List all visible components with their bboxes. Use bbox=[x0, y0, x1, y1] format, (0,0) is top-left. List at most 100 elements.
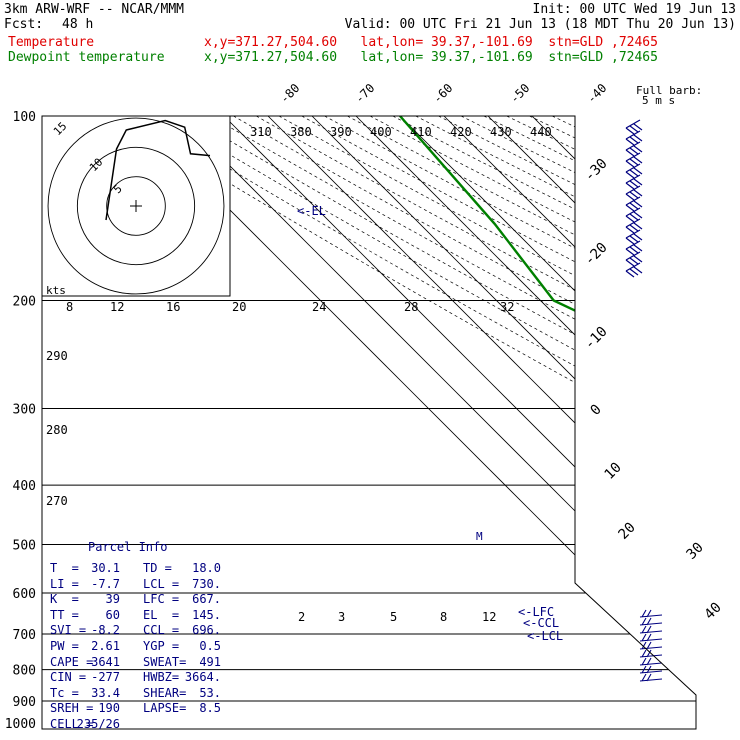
hodograph-ring-10 bbox=[76, 146, 196, 266]
el-marker: <-EL bbox=[297, 204, 326, 218]
wind-barb bbox=[625, 163, 643, 179]
pressure-label-800: 800 bbox=[13, 664, 36, 679]
isotherm-label-right-3: 0 bbox=[588, 402, 605, 419]
dewpoint-location: x,y=371.27,504.60 lat,lon= 39.37,-101.69… bbox=[204, 50, 658, 65]
parcel-cell-1-1: -7.7 bbox=[91, 576, 120, 591]
pressure-label-500: 500 bbox=[13, 538, 36, 553]
dry-adiabat-440 bbox=[552, 116, 696, 729]
dry-adiabat-330 bbox=[301, 116, 696, 729]
wind-barb bbox=[639, 633, 663, 642]
wind-barb bbox=[625, 196, 643, 212]
dry-adiabat-470 bbox=[620, 116, 696, 729]
dry-adiabat-460 bbox=[597, 116, 696, 729]
isotherm--40 bbox=[575, 116, 696, 729]
isotherm--80 bbox=[399, 116, 696, 729]
moist-adiabat-0 bbox=[643, 300, 696, 729]
hodograph-speed-label-6: 32 bbox=[500, 300, 514, 314]
wind-barb bbox=[625, 262, 643, 278]
isotherm-label-right-5: 20 bbox=[616, 520, 639, 543]
parcel-info-title: Parcel Info bbox=[88, 540, 168, 554]
parcel-cell-9-0: SREH = bbox=[50, 701, 94, 716]
init-time: Init: 00 UTC Wed 19 Jun 13 bbox=[532, 2, 737, 17]
barb-legend-title: Full barb: bbox=[636, 84, 702, 97]
wind-barb bbox=[639, 673, 663, 682]
temperature-location: x,y=371.27,504.60 lat,lon= 39.37,-101.69… bbox=[204, 35, 658, 50]
parcel-cell-1-0: LI = bbox=[50, 576, 79, 591]
wind-barb bbox=[625, 240, 643, 256]
parcel-cell-9-1: 190 bbox=[98, 701, 120, 716]
dry-adiabat-270 bbox=[164, 116, 696, 729]
dewpoint-trace bbox=[399, 116, 696, 696]
wind-barb bbox=[639, 625, 663, 634]
hodograph-speed-label-4: 24 bbox=[312, 300, 326, 314]
pressure-label-1000: 1000 bbox=[5, 717, 36, 732]
mixing-ratio-label-0: 2 bbox=[298, 610, 305, 624]
left-theta-label-2: 270 bbox=[46, 494, 68, 508]
isotherm-label-right-4: 10 bbox=[602, 460, 625, 483]
hodograph-units-label: kts bbox=[46, 284, 66, 297]
hodograph-speed-label-2: 16 bbox=[166, 300, 180, 314]
barb-legend-units: 5 m s bbox=[642, 94, 675, 107]
wind-barb bbox=[625, 174, 643, 190]
theta-label-4: 410 bbox=[410, 125, 432, 139]
theta-label-3: 400 bbox=[370, 125, 392, 139]
hodograph-trace bbox=[105, 119, 211, 221]
pressure-label-900: 900 bbox=[13, 695, 36, 710]
dry-adiabat-450 bbox=[574, 116, 696, 729]
isotherm--10 bbox=[708, 116, 740, 729]
parcel-cell-3-0: TT = bbox=[50, 607, 79, 622]
dry-adiabat-380 bbox=[415, 116, 696, 729]
pressure-label-400: 400 bbox=[13, 479, 36, 494]
moist-adiabat-1 bbox=[674, 300, 696, 729]
isotherm-label-top-3: -50 bbox=[507, 81, 532, 106]
mixing-ratio-label-4: 12 bbox=[482, 610, 496, 624]
wind-barb bbox=[625, 185, 643, 201]
isotherm-label-top-2: -60 bbox=[430, 81, 455, 106]
pressure-label-200: 200 bbox=[13, 295, 36, 310]
m-marker: M bbox=[476, 530, 483, 543]
ccl-marker: <-CCL bbox=[523, 616, 559, 630]
isotherm-label-right-7: 40 bbox=[702, 600, 725, 623]
moist-adiabat-3 bbox=[720, 301, 740, 730]
dry-adiabat-480 bbox=[643, 116, 696, 729]
dry-adiabat-310 bbox=[256, 116, 696, 729]
isotherm--110 bbox=[267, 116, 696, 729]
parcel-cell-5-2: YGP = bbox=[143, 639, 180, 653]
parcel-cell-4-1: -8.2 bbox=[91, 623, 120, 638]
isotherm--120 bbox=[223, 116, 696, 729]
left-theta-label-0: 290 bbox=[46, 349, 68, 363]
theta-label-5: 420 bbox=[450, 125, 472, 139]
parcel-cell-5-0: PW = bbox=[50, 639, 79, 653]
wind-barb bbox=[625, 229, 643, 245]
isotherm-label-right-2: -10 bbox=[582, 324, 611, 353]
parcel-cell-4-3: 696. bbox=[192, 623, 221, 638]
parcel-cell-10-0: CELL = bbox=[50, 717, 94, 731]
parcel-cell-1-2: LCL = bbox=[143, 576, 180, 591]
parcel-cell-5-3: 0.5 bbox=[199, 639, 221, 653]
plot-frame bbox=[41, 115, 697, 730]
wind-barb bbox=[639, 617, 663, 626]
dry-adiabat-410 bbox=[483, 116, 696, 729]
parcel-cell-7-1: -277 bbox=[91, 670, 120, 685]
wind-barb bbox=[625, 119, 643, 135]
theta-label-6: 430 bbox=[490, 125, 512, 139]
parcel-cell-2-3: 667. bbox=[192, 592, 221, 607]
wind-barb bbox=[625, 207, 643, 223]
parcel-cell-0-0: T = bbox=[50, 561, 79, 575]
isotherm--100 bbox=[311, 116, 696, 729]
moist-adiabat-2 bbox=[701, 301, 740, 730]
parcel-cell-6-0: CAPE = bbox=[50, 654, 94, 669]
isotherm--60 bbox=[487, 116, 696, 729]
wind-barb bbox=[625, 141, 643, 157]
parcel-cell-8-1: 33.4 bbox=[91, 685, 120, 700]
isotherm--20 bbox=[663, 116, 696, 729]
parcel-cell-4-2: CCL = bbox=[143, 623, 180, 638]
theta-label-2: 390 bbox=[330, 125, 352, 139]
dry-adiabat-260 bbox=[142, 116, 696, 729]
wind-barb bbox=[639, 649, 663, 658]
parcel-cell-0-3: 18.0 bbox=[192, 561, 221, 575]
isotherm--30 bbox=[619, 116, 696, 729]
forecast-hours: 48 h bbox=[62, 17, 94, 32]
parcel-cell-7-3: 3664. bbox=[184, 670, 221, 685]
mixing-ratio-label-3: 8 bbox=[440, 610, 447, 624]
